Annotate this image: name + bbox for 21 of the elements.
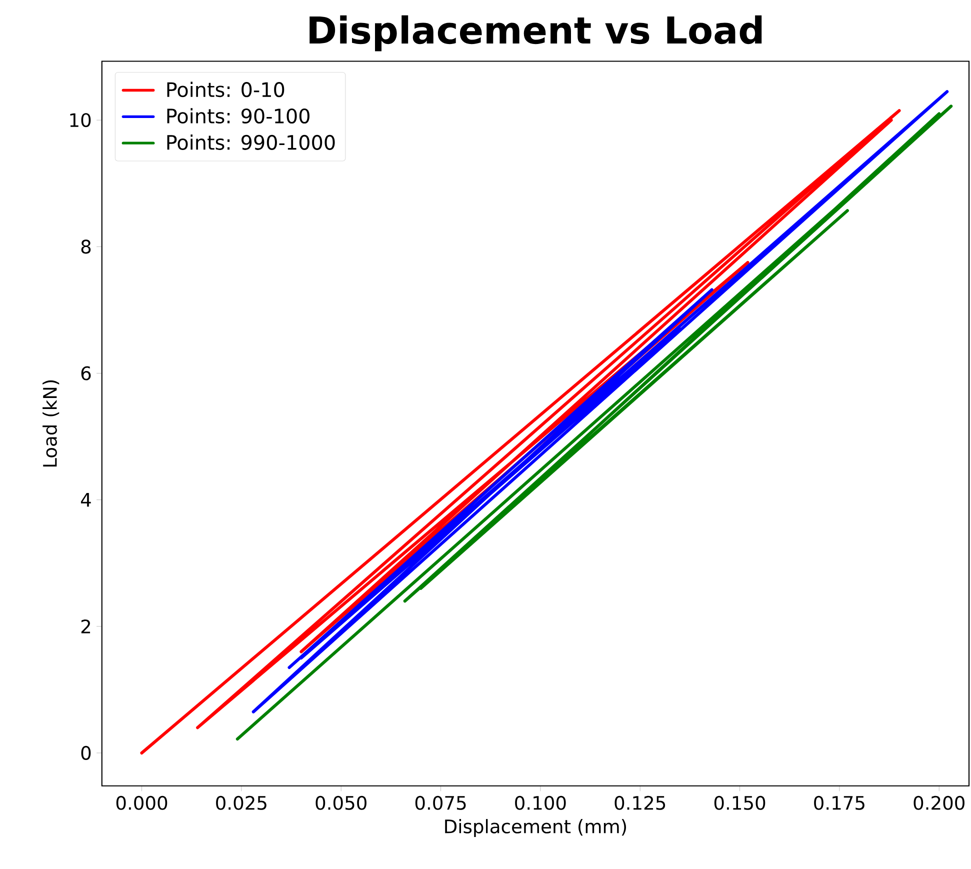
- x-tick-label: 0.025: [216, 796, 266, 810]
- y-tick-label: 8: [81, 240, 91, 254]
- x-tick-label: 0.050: [316, 796, 366, 810]
- y-tick-label: 0: [81, 746, 91, 760]
- legend-label: Points: 990-1000: [167, 134, 335, 150]
- x-tick-label: 0.000: [116, 796, 168, 810]
- legend-label: Points: 90-100: [167, 108, 310, 124]
- chart-title: Displacement vs Load: [310, 15, 762, 52]
- x-tick-label: 0.075: [415, 796, 466, 810]
- x-axis-title: Displacement (mm): [445, 819, 626, 838]
- x-tick-label: 0.200: [914, 796, 964, 810]
- y-tick-label: 10: [70, 113, 91, 128]
- y-axis-title: Load (kN): [42, 380, 60, 467]
- y-tick-label: 2: [81, 620, 90, 634]
- x-tick-label: 0.100: [515, 796, 566, 810]
- legend-label: Points: 0-10: [167, 82, 284, 98]
- x-tick-label: 0.150: [714, 796, 766, 810]
- y-tick-label: 6: [81, 366, 91, 380]
- x-tick-label: 0.125: [614, 796, 666, 810]
- y-tick-label: 4: [80, 493, 91, 507]
- x-tick-label: 0.175: [814, 796, 864, 810]
